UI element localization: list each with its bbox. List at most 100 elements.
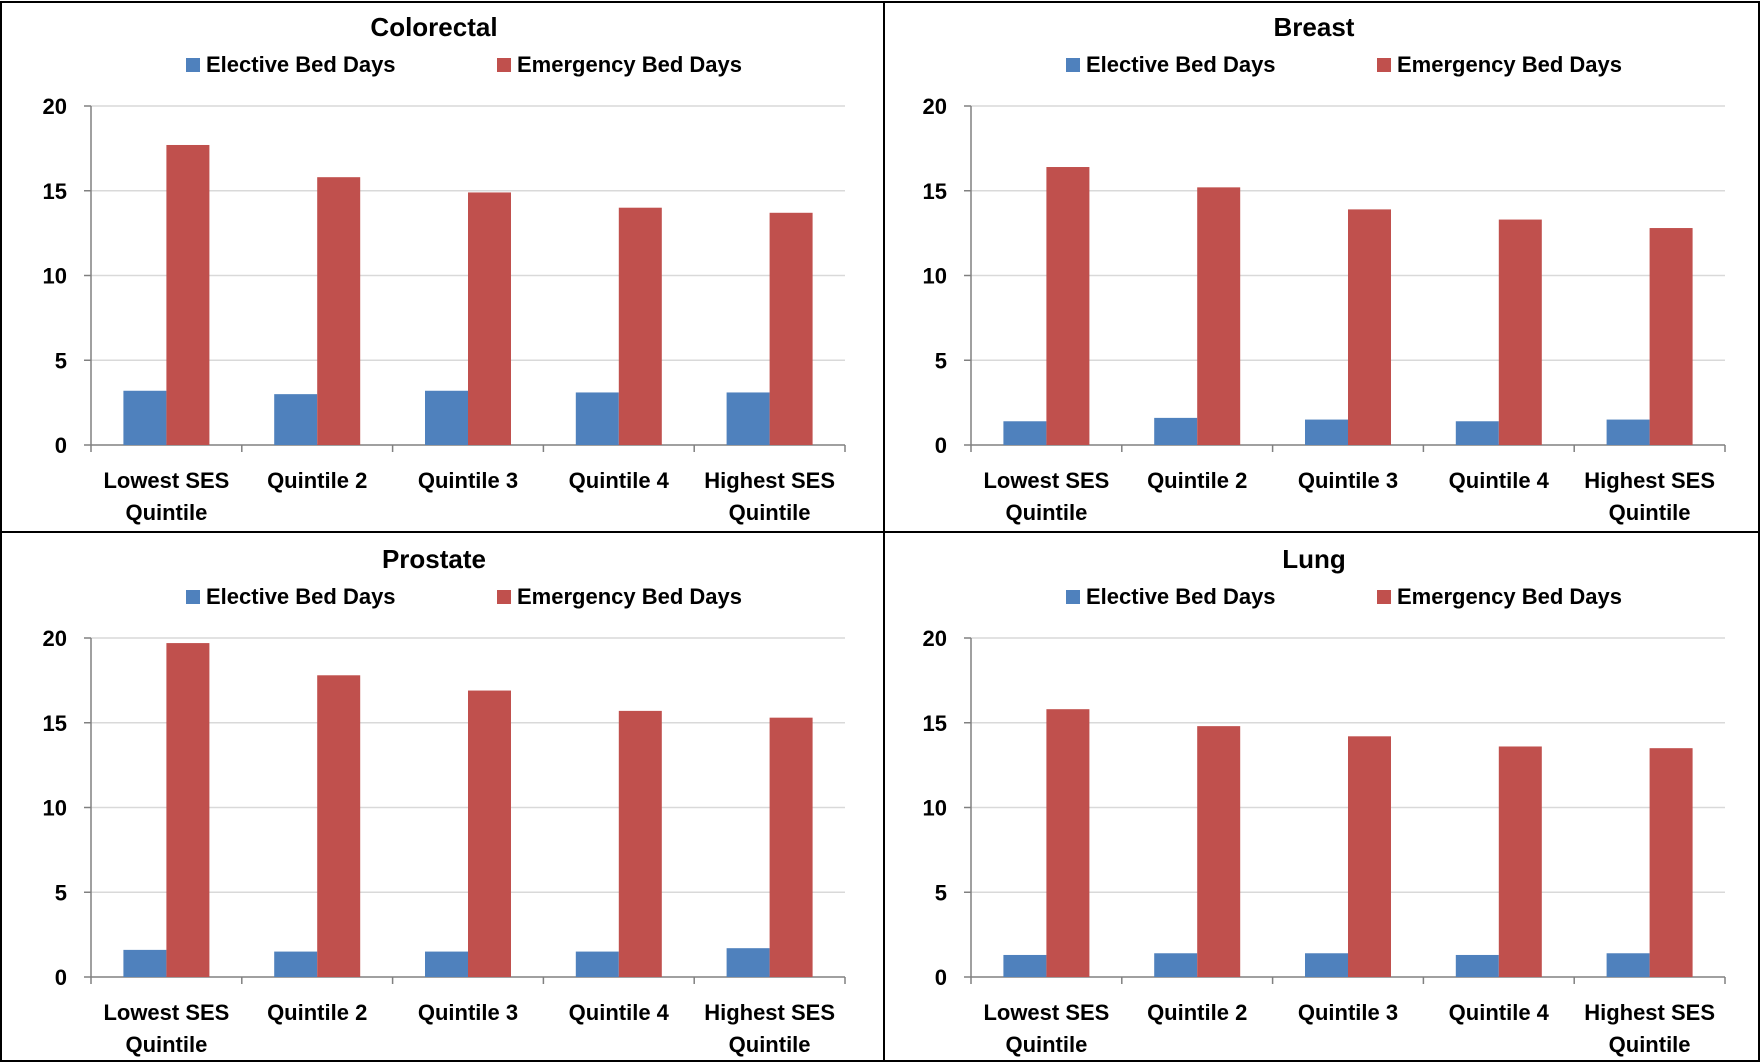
x-category-label: Quintile 2 <box>1147 468 1247 493</box>
bar-emergency <box>317 177 361 445</box>
legend-label-emergency: Emergency Bed Days <box>1397 584 1622 609</box>
bar-emergency <box>1348 209 1391 445</box>
bar-emergency <box>1197 726 1241 977</box>
x-category-label: Lowest SES <box>103 468 229 493</box>
bar-emergency <box>1348 736 1391 977</box>
bar-emergency <box>468 192 511 445</box>
bar-emergency <box>618 710 662 977</box>
x-category-label: Lowest SES <box>983 1000 1109 1025</box>
y-tick-label: 20 <box>923 626 947 651</box>
bar-elective <box>575 951 619 977</box>
legend-label-elective: Elective Bed Days <box>206 52 396 77</box>
legend-swatch-emergency <box>497 590 511 604</box>
bar-emergency <box>769 212 813 445</box>
legend-swatch-elective <box>186 590 200 604</box>
bar-emergency <box>769 717 813 977</box>
bar-elective <box>1305 953 1348 977</box>
x-category-label: Quintile 4 <box>569 468 670 493</box>
y-tick-label: 0 <box>55 965 67 990</box>
y-tick-label: 20 <box>43 94 67 119</box>
x-category-label: Quintile 2 <box>267 468 367 493</box>
bar-elective <box>1305 419 1348 445</box>
y-tick-label: 10 <box>923 264 947 289</box>
x-category-label: Quintile 3 <box>418 468 518 493</box>
x-category-label: Quintile 3 <box>418 1000 518 1025</box>
x-category-label: Quintile 4 <box>569 1000 670 1025</box>
x-category-label: Highest SES <box>704 468 835 493</box>
bar-elective <box>726 948 770 977</box>
bar-elective <box>274 951 318 977</box>
bar-elective <box>425 390 468 445</box>
x-category-label: Quintile 3 <box>1298 1000 1398 1025</box>
y-tick-label: 20 <box>43 626 67 651</box>
bar-emergency <box>468 690 511 977</box>
x-category-label: Quintile 2 <box>1147 1000 1247 1025</box>
x-category-label: Quintile <box>1005 1032 1087 1057</box>
bar-emergency <box>166 643 210 977</box>
y-tick-label: 0 <box>55 433 67 458</box>
x-category-label: Highest SES <box>704 1000 835 1025</box>
chart-title-breast: Breast <box>1274 12 1355 42</box>
x-category-label: Lowest SES <box>983 468 1109 493</box>
y-tick-label: 10 <box>923 796 947 821</box>
y-tick-label: 15 <box>43 179 67 204</box>
x-category-label: Quintile <box>1005 500 1087 525</box>
legend-swatch-emergency <box>1377 590 1391 604</box>
legend-swatch-elective <box>1066 590 1080 604</box>
x-category-label: Quintile <box>125 500 207 525</box>
bar-emergency <box>1046 167 1090 445</box>
bar-emergency <box>317 675 361 977</box>
bar-emergency <box>618 207 662 445</box>
bar-elective <box>1154 417 1198 445</box>
x-category-label: Quintile 3 <box>1298 468 1398 493</box>
chart-title-lung: Lung <box>1282 544 1346 574</box>
y-tick-label: 20 <box>923 94 947 119</box>
y-tick-label: 0 <box>935 433 947 458</box>
bar-elective <box>1003 421 1047 445</box>
bar-elective <box>1003 954 1047 977</box>
bar-emergency <box>1498 219 1542 445</box>
y-tick-label: 5 <box>935 880 947 905</box>
y-tick-label: 10 <box>43 264 67 289</box>
bar-emergency <box>166 144 210 446</box>
x-category-label: Highest SES <box>1584 1000 1715 1025</box>
bar-emergency <box>1197 187 1241 446</box>
chart-panel-1: Breast Elective Bed Days Emergency Bed Day… <box>923 12 1726 525</box>
y-tick-label: 5 <box>55 348 67 373</box>
bar-elective <box>1606 953 1650 977</box>
legend-swatch-elective <box>1066 58 1080 72</box>
chart-panel-0: Colorectal Elective Bed Days Emergency Bed… <box>43 12 846 525</box>
chart-title-colorectal: Colorectal <box>370 12 497 42</box>
x-category-label: Quintile 4 <box>1449 1000 1550 1025</box>
x-category-label: Quintile <box>729 500 811 525</box>
y-tick-label: 10 <box>43 796 67 821</box>
legend-label-emergency: Emergency Bed Days <box>1397 52 1622 77</box>
bar-elective <box>123 949 167 977</box>
y-tick-label: 15 <box>923 711 947 736</box>
bar-elective <box>1455 421 1499 445</box>
bar-emergency <box>1046 709 1090 977</box>
x-category-label: Quintile <box>1609 500 1691 525</box>
y-tick-label: 15 <box>923 179 947 204</box>
legend-swatch-elective <box>186 58 200 72</box>
bar-elective <box>575 392 619 445</box>
y-tick-label: 5 <box>935 348 947 373</box>
legend-label-emergency: Emergency Bed Days <box>517 52 742 77</box>
legend-label-emergency: Emergency Bed Days <box>517 584 742 609</box>
bar-elective <box>123 390 167 445</box>
y-tick-label: 0 <box>935 965 947 990</box>
legend-swatch-emergency <box>1377 58 1391 72</box>
legend-label-elective: Elective Bed Days <box>1086 584 1276 609</box>
bar-elective <box>425 951 468 977</box>
x-category-label: Quintile 2 <box>267 1000 367 1025</box>
bar-elective <box>1154 953 1198 977</box>
bar-emergency <box>1498 746 1542 977</box>
legend-swatch-emergency <box>497 58 511 72</box>
x-category-label: Quintile <box>125 1032 207 1057</box>
chart-panel-2: Prostate Elective Bed Days Emergency Bed D… <box>43 544 846 1057</box>
legend-label-elective: Elective Bed Days <box>206 584 396 609</box>
bar-emergency <box>1649 228 1693 445</box>
y-tick-label: 15 <box>43 711 67 736</box>
bar-emergency <box>1649 748 1693 977</box>
